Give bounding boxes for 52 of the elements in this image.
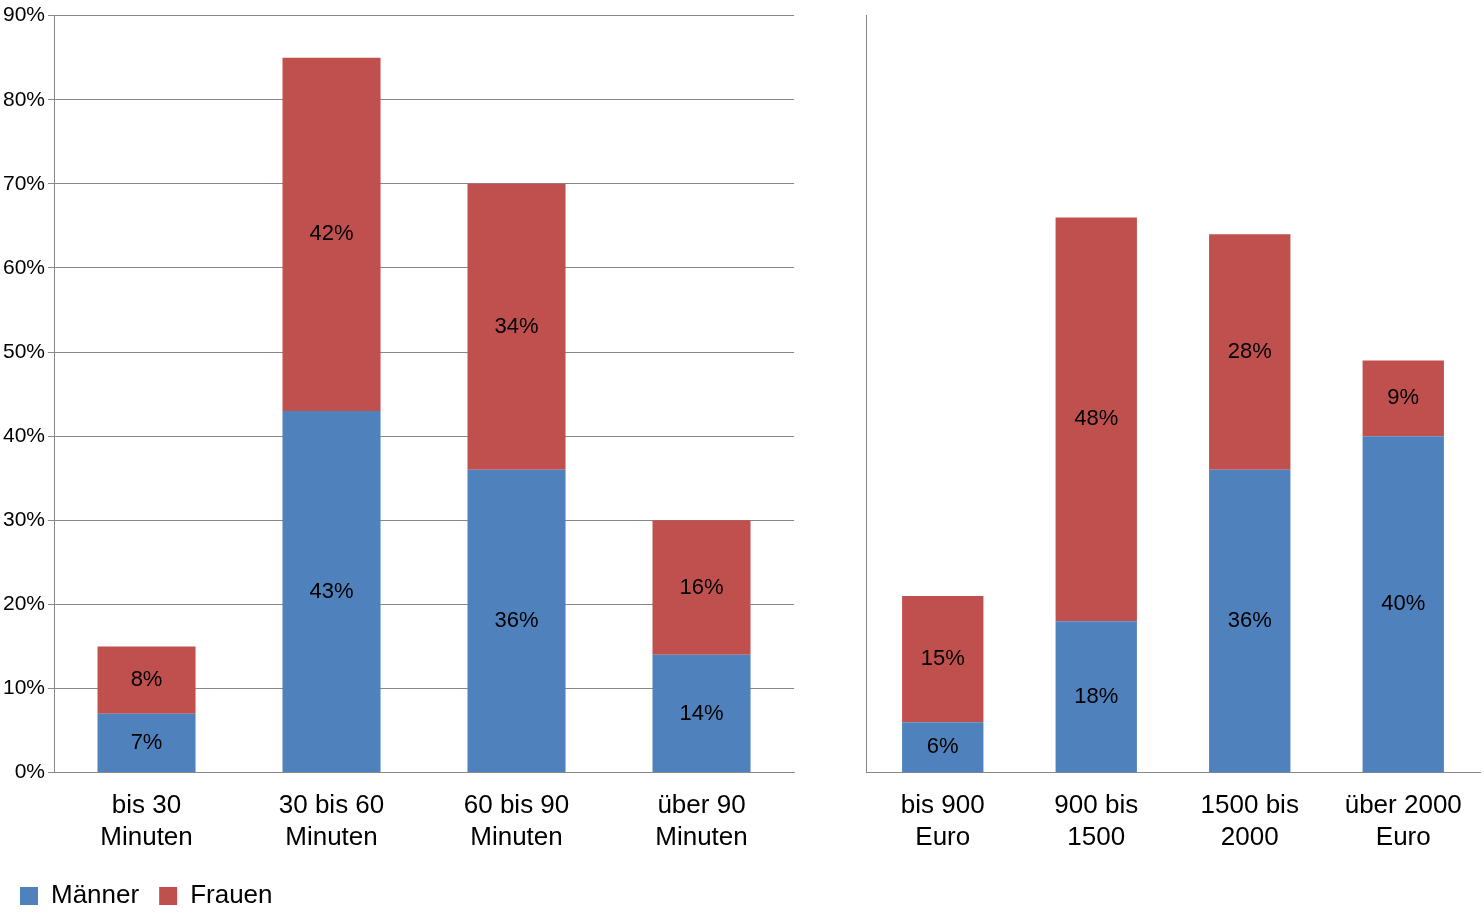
- data-label: 43%: [309, 577, 354, 603]
- data-label: 40%: [1381, 590, 1426, 616]
- data-label: 28%: [1227, 338, 1272, 364]
- bar: [97, 713, 196, 773]
- y-tick-label: 0%: [14, 759, 46, 783]
- bar: [282, 410, 381, 773]
- x-tick-label: 30 bis 60 Minuten: [278, 789, 385, 851]
- bar: [467, 183, 566, 470]
- data-label: 14%: [679, 699, 724, 725]
- y-tick-label: 30%: [3, 507, 46, 531]
- bar: [902, 722, 984, 773]
- y-tick-label: 20%: [3, 591, 46, 615]
- data-label: 7%: [130, 728, 163, 754]
- data-label: 34%: [494, 312, 539, 338]
- y-tick-label: 60%: [3, 254, 46, 278]
- y-tick-label: 10%: [3, 675, 46, 699]
- x-tick-label: bis 900 Euro: [900, 789, 985, 851]
- legend-label: Männer: [51, 879, 140, 910]
- bar: [97, 646, 196, 714]
- bar: [902, 595, 984, 723]
- bar: [1209, 234, 1291, 470]
- y-tick-label: 80%: [3, 86, 46, 110]
- x-tick-label: 60 bis 90 Minuten: [463, 789, 570, 851]
- bar: [1209, 469, 1291, 773]
- data-label: 15%: [920, 645, 965, 671]
- data-label: 9%: [1387, 384, 1420, 410]
- bar: [1362, 360, 1444, 437]
- bar: [652, 520, 751, 655]
- bar: [467, 469, 566, 773]
- y-tick-label: 40%: [3, 422, 46, 446]
- data-label: 18%: [1074, 682, 1119, 708]
- x-tick-label: bis 30 Minuten: [100, 789, 193, 851]
- y-tick-label: 90%: [3, 2, 46, 26]
- bar: [652, 654, 751, 773]
- data-label: 36%: [494, 607, 539, 633]
- bar: [1362, 436, 1444, 773]
- legend-label: Frauen: [190, 879, 273, 910]
- y-tick-label: 70%: [3, 170, 46, 194]
- x-tick-label: über 90 Minuten: [655, 789, 748, 851]
- data-label: 48%: [1074, 405, 1119, 431]
- x-tick-label: über 2000 Euro: [1344, 789, 1462, 851]
- y-tick-label: 50%: [3, 338, 46, 362]
- bar: [282, 57, 381, 411]
- data-label: 16%: [679, 573, 724, 599]
- x-tick-label: 900 bis 1500: [1054, 789, 1139, 851]
- bar: [1055, 621, 1137, 773]
- x-tick-label: 1500 bis 2000: [1200, 789, 1299, 851]
- data-label: 6%: [926, 733, 959, 759]
- data-label: 42%: [309, 220, 354, 246]
- data-label: 36%: [1227, 607, 1272, 633]
- data-label: 8%: [130, 666, 163, 692]
- bar: [1055, 217, 1137, 622]
